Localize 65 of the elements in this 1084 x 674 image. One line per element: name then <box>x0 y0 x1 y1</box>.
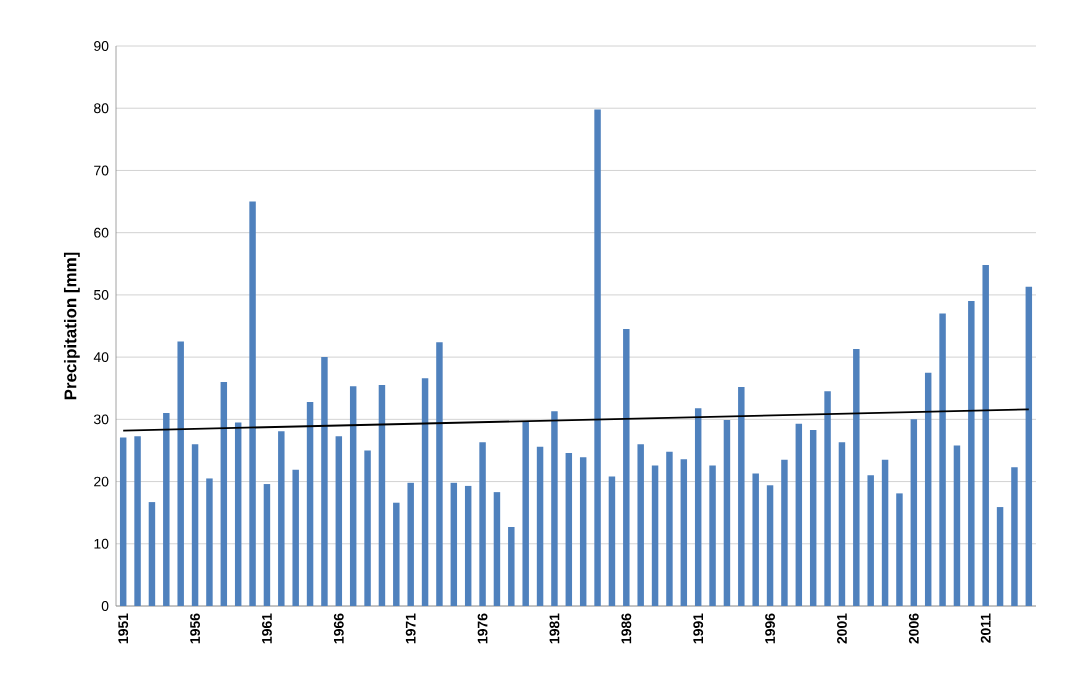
bar <box>249 201 256 606</box>
bar <box>493 492 501 606</box>
bar <box>508 526 515 606</box>
bar <box>651 465 659 606</box>
bar <box>896 493 903 606</box>
bar <box>321 357 328 606</box>
bar <box>378 385 386 606</box>
bar <box>450 482 458 606</box>
bar <box>709 465 716 606</box>
bar <box>464 485 472 606</box>
bar <box>306 401 314 606</box>
bar <box>608 476 616 606</box>
bar <box>752 473 759 606</box>
bar <box>982 265 989 606</box>
bar <box>853 349 860 606</box>
bar <box>407 482 414 606</box>
bar <box>436 342 443 606</box>
bar <box>278 431 285 606</box>
bar <box>220 382 228 606</box>
bar <box>579 457 587 606</box>
bar <box>809 429 817 606</box>
bar <box>623 329 630 606</box>
bar <box>1011 467 1018 606</box>
bar <box>910 419 918 606</box>
bar <box>968 301 975 606</box>
bar <box>522 421 529 606</box>
bar <box>364 450 371 606</box>
bar <box>479 442 486 606</box>
bar <box>939 313 946 606</box>
bar <box>723 419 731 606</box>
bar <box>177 341 184 606</box>
bar <box>163 413 170 606</box>
bar <box>795 423 803 606</box>
bar <box>666 451 673 606</box>
bar <box>781 459 788 606</box>
bar <box>206 478 213 606</box>
bar <box>924 372 932 606</box>
bar <box>119 437 127 606</box>
bar <box>953 445 961 606</box>
bar <box>996 507 1004 606</box>
bar <box>292 469 299 606</box>
bar <box>134 436 141 606</box>
bar <box>838 442 846 606</box>
bar <box>738 386 745 606</box>
bar <box>867 475 874 606</box>
bar <box>263 484 271 606</box>
bar <box>766 485 774 606</box>
bar <box>680 459 688 606</box>
bar <box>1025 286 1033 606</box>
bar <box>335 436 343 606</box>
bar <box>637 444 644 606</box>
bar <box>234 422 242 606</box>
bar <box>393 502 400 606</box>
bar <box>694 408 702 606</box>
bar <box>881 459 889 606</box>
bar <box>824 391 831 606</box>
bar <box>536 446 544 606</box>
bar <box>551 411 558 606</box>
bar <box>565 452 573 606</box>
bar <box>421 378 429 606</box>
bar <box>594 109 601 606</box>
bar <box>349 386 357 606</box>
bar <box>191 444 199 606</box>
y-axis-title: Precipitation [mm] <box>63 252 80 400</box>
bar <box>148 502 156 606</box>
